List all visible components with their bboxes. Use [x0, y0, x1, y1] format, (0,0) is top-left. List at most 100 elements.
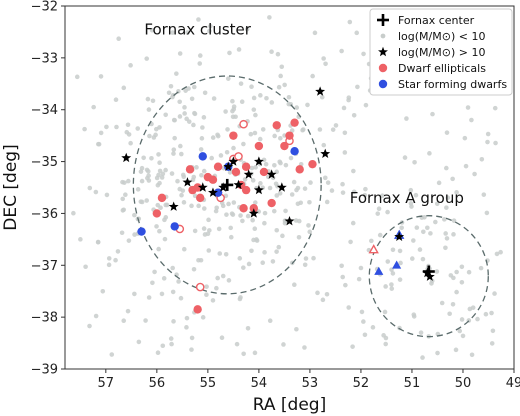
background-galaxy-point [302, 186, 308, 191]
background-galaxy-point [226, 278, 232, 283]
background-galaxy-point [141, 155, 146, 161]
background-galaxy-point [340, 181, 345, 187]
background-galaxy-point [163, 167, 168, 173]
legend-marker-0 [377, 14, 389, 26]
background-galaxy-point [351, 168, 356, 174]
background-galaxy-point [444, 165, 449, 171]
background-galaxy-point [159, 291, 165, 297]
background-galaxy-point [201, 206, 207, 211]
y-tick-label: −35 [31, 155, 58, 170]
star-forming-dwarfs-triangle-point [392, 260, 402, 269]
y-tick-label: −36 [31, 207, 58, 222]
background-galaxy-point [156, 172, 161, 178]
background-galaxy-point [189, 347, 194, 352]
background-galaxy-point [146, 107, 152, 112]
x-tick-label: 57 [98, 376, 115, 391]
background-galaxy-point [225, 76, 231, 81]
background-galaxy-point [176, 279, 181, 284]
background-galaxy-point [289, 192, 295, 197]
background-galaxy-point [123, 192, 128, 198]
background-galaxy-point [150, 98, 156, 104]
background-galaxy-point [151, 135, 157, 140]
background-galaxy-point [307, 229, 313, 235]
x-tick-label: 54 [251, 376, 268, 391]
background-galaxy-point [454, 269, 459, 275]
background-galaxy-point [249, 248, 254, 254]
background-galaxy-point [453, 347, 459, 353]
dwarf-ellipticals-point [280, 141, 289, 151]
dwarf-ellipticals-point [285, 131, 294, 140]
background-galaxy-point [286, 94, 292, 100]
log-m-m-10-point [248, 208, 259, 218]
background-galaxy-point [199, 136, 205, 141]
background-galaxy-point [361, 319, 366, 324]
background-galaxy-point [170, 265, 175, 271]
background-galaxy-point [294, 105, 300, 110]
background-galaxy-point [83, 264, 88, 270]
background-galaxy-point [434, 269, 440, 274]
background-galaxy-point [321, 142, 327, 148]
fornax-center-point [221, 178, 234, 191]
background-galaxy-point [412, 160, 417, 165]
background-galaxy-point [156, 152, 161, 157]
background-galaxy-point [253, 112, 258, 118]
background-galaxy-point [399, 225, 404, 231]
background-galaxy-point [87, 185, 93, 191]
background-galaxy-point [293, 218, 299, 223]
background-galaxy-point [239, 99, 245, 104]
dwarf-ellipticals-point [290, 118, 299, 127]
background-galaxy-point [278, 73, 283, 79]
background-galaxy-point [157, 228, 162, 234]
background-galaxy-point [376, 206, 382, 211]
background-galaxy-point [231, 145, 236, 151]
legend-label-fornax-center: Fornax center [398, 14, 475, 27]
dwarf-ellipticals-point [295, 165, 304, 174]
background-galaxy-point [135, 126, 141, 131]
background-galaxy-point [257, 136, 263, 142]
background-galaxy-point [346, 305, 351, 310]
star-forming-dwarfs-point [213, 188, 223, 197]
background-galaxy-point [263, 161, 269, 167]
legend-marker-3 [378, 63, 388, 73]
background-galaxy-point [192, 84, 197, 90]
background-galaxy-point [237, 256, 243, 261]
background-galaxy-point [283, 162, 289, 168]
background-galaxy-point [282, 220, 288, 226]
background-galaxy-point [121, 318, 127, 324]
y-tick-label: −34 [31, 103, 58, 118]
dwarf-ellipticals-point [231, 167, 241, 177]
background-galaxy-point [189, 203, 194, 209]
background-galaxy-point [450, 176, 455, 182]
background-galaxy-point [481, 192, 487, 197]
background-galaxy-point [122, 180, 127, 185]
background-galaxy-point [302, 262, 308, 268]
legend-label-high-mass: log(M/M⊙) > 10 [398, 46, 485, 59]
background-galaxy-point [428, 231, 433, 236]
background-galaxy-point [398, 260, 403, 266]
background-galaxy-point [214, 285, 219, 291]
background-galaxy-point [160, 171, 166, 177]
background-galaxy-point [251, 95, 257, 101]
background-galaxy-point [269, 49, 274, 55]
background-galaxy-point [274, 193, 280, 198]
background-galaxy-point [106, 256, 112, 261]
background-galaxy-point [168, 83, 174, 89]
legend-label-dwarf-ellipticals: Dwarf ellipticals [398, 62, 486, 75]
background-galaxy-point [245, 213, 251, 219]
background-galaxy-point [359, 309, 365, 315]
background-galaxy-point [280, 233, 285, 239]
log-m-m-10-point [315, 86, 326, 96]
background-galaxy-point [433, 219, 438, 225]
background-galaxy-point [198, 147, 204, 152]
background-galaxy-point [322, 175, 328, 181]
background-galaxy-point [397, 248, 403, 254]
fornax-center-point [422, 265, 435, 278]
background-galaxy-point [457, 328, 463, 334]
background-galaxy-point [294, 326, 299, 332]
dwarf-ellipticals-point [208, 175, 218, 184]
background-galaxy-point [362, 332, 368, 338]
x-tick-label: 55 [200, 376, 217, 391]
background-galaxy-point [276, 244, 282, 250]
background-galaxy-point [95, 141, 101, 147]
